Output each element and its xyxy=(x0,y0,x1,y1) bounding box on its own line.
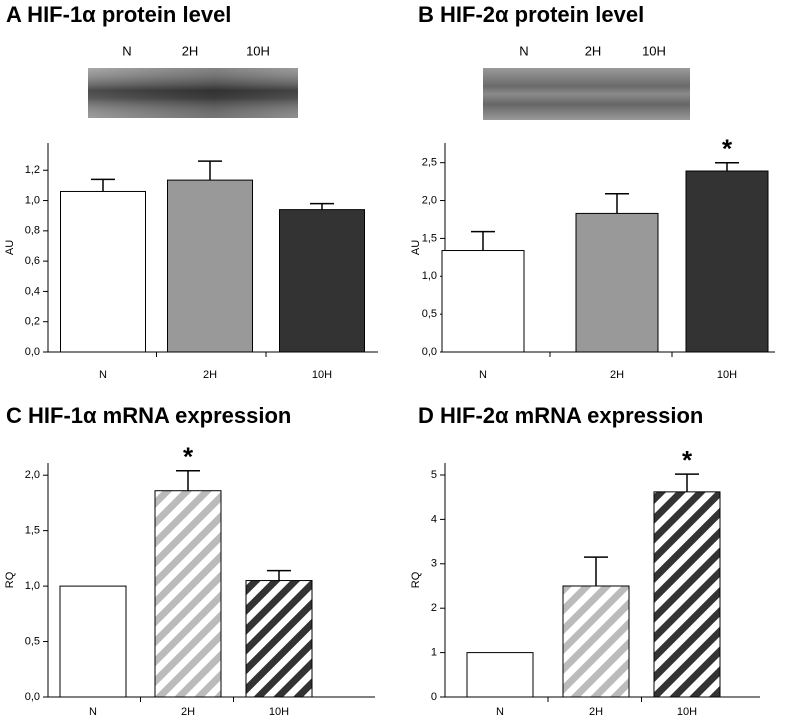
blot-lane-label: 2H xyxy=(182,43,199,58)
y-tick-label: 2 xyxy=(431,602,437,614)
x-tick-label: 2H xyxy=(610,369,624,381)
blot-band xyxy=(88,68,298,118)
y-axis-label: AU xyxy=(410,240,422,255)
y-tick-label: 0,0 xyxy=(25,346,40,358)
bar xyxy=(245,580,313,698)
x-tick-label: 2H xyxy=(589,706,603,718)
bar xyxy=(441,250,525,353)
panel-title: A HIF-1α protein level xyxy=(6,2,231,27)
y-tick-label: 2,0 xyxy=(422,194,437,206)
bar xyxy=(685,170,769,353)
blot-lane-label: N xyxy=(519,43,528,58)
y-tick-label: 0,5 xyxy=(422,308,437,320)
bar xyxy=(466,652,534,698)
panel-title: B HIF-2α protein level xyxy=(418,2,644,27)
y-tick-label: 2,5 xyxy=(422,157,437,169)
y-tick-label: 1,0 xyxy=(25,580,40,592)
bar xyxy=(653,491,721,698)
x-tick-label: N xyxy=(496,706,504,718)
y-tick-label: 1,0 xyxy=(25,194,40,206)
y-tick-label: 1,5 xyxy=(422,232,437,244)
bar xyxy=(154,490,222,698)
x-tick-label: 10H xyxy=(269,706,289,718)
y-tick-label: 0,8 xyxy=(25,225,40,237)
y-axis-label: RQ xyxy=(4,571,16,588)
y-tick-label: 1,5 xyxy=(25,525,40,537)
bar xyxy=(59,585,127,698)
panel-title: D HIF-2α mRNA expression xyxy=(418,403,703,428)
y-tick-label: 0,6 xyxy=(25,255,40,267)
y-tick-label: 4 xyxy=(431,513,437,525)
x-tick-label: N xyxy=(89,706,97,718)
y-tick-label: 1,0 xyxy=(422,270,437,282)
y-tick-label: 0,2 xyxy=(25,316,40,328)
x-tick-label: N xyxy=(99,369,107,381)
bar xyxy=(60,190,146,353)
y-axis-label: AU xyxy=(4,240,16,255)
y-tick-label: 0,0 xyxy=(422,346,437,358)
significance-marker: * xyxy=(183,442,194,472)
y-tick-label: 1,2 xyxy=(25,164,40,176)
significance-marker: * xyxy=(722,134,733,164)
y-tick-label: 5 xyxy=(431,469,437,481)
bar xyxy=(562,585,630,698)
x-tick-label: 2H xyxy=(203,369,217,381)
y-tick-label: 0 xyxy=(431,691,437,703)
bar xyxy=(167,179,253,353)
y-tick-label: 0,0 xyxy=(25,691,40,703)
x-tick-label: 10H xyxy=(312,369,332,381)
panel-title: C HIF-1α mRNA expression xyxy=(6,403,291,428)
y-tick-label: 2,0 xyxy=(25,469,40,481)
blot-lane-label: 2H xyxy=(585,43,602,58)
blot-lane-label: 10H xyxy=(246,43,270,58)
blot-lane-label: 10H xyxy=(642,43,666,58)
y-axis-label: RQ xyxy=(410,571,422,588)
x-tick-label: N xyxy=(479,369,487,381)
y-tick-label: 0,5 xyxy=(25,635,40,647)
x-tick-label: 10H xyxy=(677,706,697,718)
blot-lane-label: N xyxy=(122,43,131,58)
y-tick-label: 0,4 xyxy=(25,285,40,297)
significance-marker: * xyxy=(682,445,693,475)
y-tick-label: 1 xyxy=(431,647,437,659)
bar xyxy=(279,209,365,353)
x-tick-label: 10H xyxy=(717,369,737,381)
bar xyxy=(575,212,659,353)
western-blot xyxy=(483,68,690,120)
x-tick-label: 2H xyxy=(181,706,195,718)
y-tick-label: 3 xyxy=(431,558,437,570)
